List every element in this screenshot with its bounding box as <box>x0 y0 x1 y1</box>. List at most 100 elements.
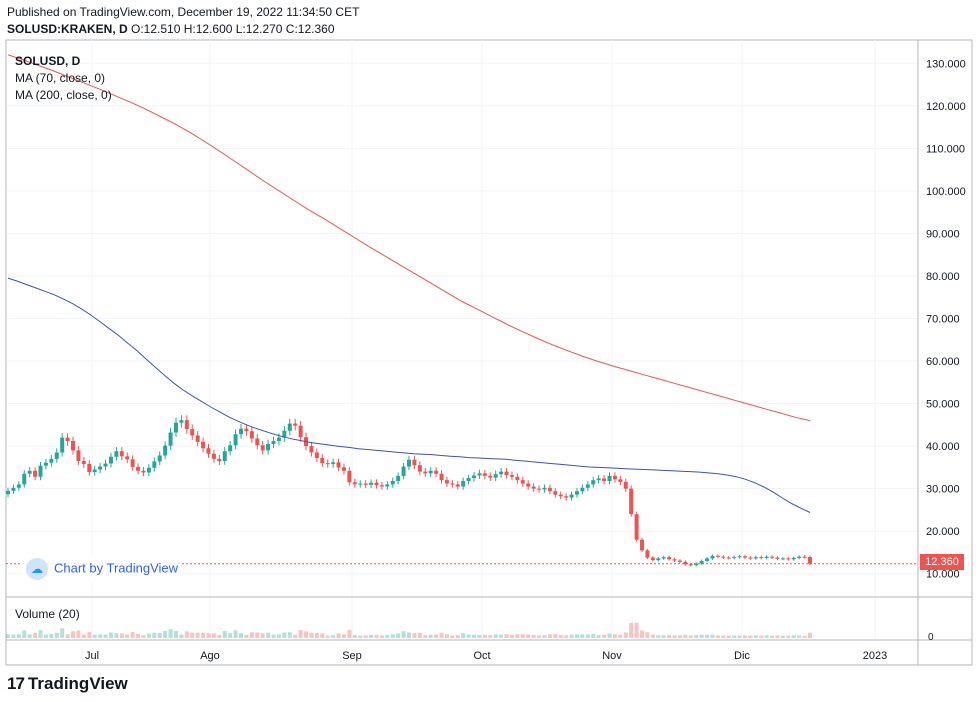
volume-bar <box>309 632 314 638</box>
candle-body <box>271 441 276 444</box>
volume-bar <box>260 633 265 638</box>
brand-label: TradingView <box>27 674 128 693</box>
legend-ma200: MA (200, close, 0) <box>15 88 112 102</box>
candle-body <box>461 480 466 487</box>
volume-bar <box>125 634 130 638</box>
candle-body <box>119 451 124 457</box>
volume-bar <box>423 635 428 638</box>
candle-body <box>49 458 54 463</box>
volume-bar <box>753 635 758 638</box>
volume-bar <box>271 634 276 638</box>
volume-bar <box>732 635 737 638</box>
candle-body <box>650 557 655 561</box>
volume-bar <box>699 634 704 638</box>
volume-bar <box>629 622 634 638</box>
candle-body <box>585 484 590 488</box>
volume-bar <box>547 634 552 638</box>
candle-body <box>190 429 195 436</box>
volume-bar <box>385 634 390 638</box>
volume-bar <box>526 634 531 638</box>
volume-bar <box>488 635 493 638</box>
volume-bar <box>98 634 103 638</box>
volume-bar <box>607 633 612 638</box>
candle-body <box>602 478 607 481</box>
candle-body <box>206 448 211 454</box>
candle-body <box>130 459 135 467</box>
candle-body <box>173 422 178 433</box>
candle-body <box>753 557 758 559</box>
volume-bar <box>688 635 693 638</box>
volume-bar <box>108 632 113 638</box>
candle-body <box>509 475 514 477</box>
volume-bar <box>791 635 796 638</box>
volume-bar <box>114 633 119 638</box>
candle-body <box>293 423 298 426</box>
volume-bar <box>612 634 617 638</box>
candle-body <box>656 558 661 561</box>
volume-bar <box>775 635 780 638</box>
volume-bar <box>201 632 206 638</box>
volume-bar <box>157 632 162 638</box>
candle-body <box>244 428 249 432</box>
volume-bar <box>130 632 135 638</box>
price-tick-label: 20.000 <box>926 526 960 538</box>
candle-body <box>98 466 103 470</box>
candle-body <box>92 469 97 473</box>
volume-bar <box>228 632 233 638</box>
candle-body <box>38 465 43 477</box>
candle-body <box>179 420 184 423</box>
candle-body <box>699 560 704 564</box>
candle-body <box>694 563 699 566</box>
candle-body <box>249 431 254 439</box>
candle-body <box>146 467 151 473</box>
candle-body <box>54 452 59 459</box>
ma200-line <box>7 54 811 422</box>
volume-bar <box>677 635 682 638</box>
volume-bar <box>33 632 38 638</box>
volume-bar <box>249 632 254 638</box>
candle-body <box>81 461 86 464</box>
volume-bar <box>455 634 460 638</box>
price-tick-label: 100.000 <box>926 186 966 198</box>
candle-body <box>493 474 498 478</box>
candle-body <box>710 555 715 559</box>
volume-bar <box>331 635 336 638</box>
volume-bar <box>444 634 449 638</box>
candle-body <box>629 488 634 515</box>
candle-body <box>764 556 769 558</box>
candle-body <box>802 556 807 558</box>
volume-bar <box>341 634 346 638</box>
volume-bar <box>461 633 466 638</box>
volume-bar <box>173 630 178 638</box>
volume-bar <box>239 633 244 638</box>
candle-body <box>580 487 585 492</box>
candle-body <box>726 557 731 559</box>
volume-bar <box>347 630 352 638</box>
volume-bar <box>16 634 21 638</box>
candle-body <box>396 475 401 481</box>
volume-bar <box>282 632 287 638</box>
time-tick-label: Jul <box>85 650 99 662</box>
volume-bar <box>336 633 341 638</box>
volume-bar <box>656 635 661 638</box>
volume-bar <box>304 631 309 638</box>
ohlc-label: O:12.510 H:12.600 L:12.270 C:12.360 <box>131 22 335 36</box>
candle-body <box>748 557 753 559</box>
candle-body <box>260 445 265 451</box>
candle-body <box>574 491 579 495</box>
tradingview-brand[interactable]: 17 TradingView <box>7 674 128 694</box>
last-price-tag: 12.360 <box>920 554 964 570</box>
tradingview-watermark[interactable]: ☁ Chart by TradingView <box>22 556 183 582</box>
candle-body <box>233 434 238 446</box>
volume-bar <box>640 630 645 638</box>
volume-bar <box>195 632 200 638</box>
volume-bar <box>802 635 807 638</box>
volume-bar <box>564 635 569 638</box>
volume-bar <box>672 635 677 638</box>
price-tick-label: 40.000 <box>926 441 960 453</box>
candle-body <box>266 443 271 451</box>
candle-body <box>401 466 406 476</box>
volume-bar <box>287 632 292 638</box>
volume-bar <box>184 631 189 638</box>
volume-bar <box>748 635 753 638</box>
